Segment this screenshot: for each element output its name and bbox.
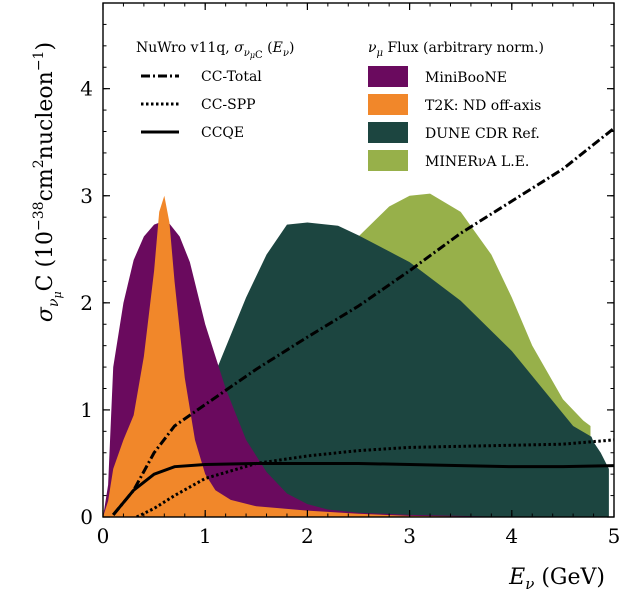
line-cc-spp [136, 438, 614, 517]
legend-label-cc-total: CC-Total [201, 69, 262, 85]
svg-text:Eν (GeV): Eν (GeV) [508, 565, 605, 590]
y-tick-label: 4 [80, 77, 93, 101]
flux-areas [103, 193, 609, 517]
legend-cross-section-title: NuWro v11q, σνμC (Eν) [136, 40, 294, 61]
x-tick-label: 4 [505, 524, 518, 548]
legend-label-t2k-nd-off-axis: T2K: ND off-axis [425, 98, 541, 114]
y-tick-label: 3 [80, 184, 93, 208]
x-tick-label: 1 [199, 524, 212, 548]
legend-swatch-t2k-nd-off-axis [368, 94, 408, 115]
y-tick-label: 1 [80, 398, 93, 422]
cross-section-lines [112, 127, 614, 517]
axis-ticks: 0 1 2 3 4 5 0 1 2 3 4 [80, 2, 620, 548]
legend-swatch-minernua-l-e [368, 150, 408, 171]
line-cc-total [112, 127, 614, 516]
flux-area-t2k-nd-off-axis [103, 195, 512, 517]
legend-flux-title: νμ Flux (arbitrary norm.) [368, 40, 544, 59]
x-tick-label: 2 [301, 524, 314, 548]
legend-swatch-dune-cdr-ref [368, 122, 408, 143]
legend-cross-sections: CC-Total CC-SPP CCQE [141, 69, 262, 141]
svg-text:σνμC (10−38cm2nucleon−1): σνμC (10−38cm2nucleon−1) [31, 42, 64, 322]
legend-label-dune-cdr-ref: DUNE CDR Ref. [425, 126, 540, 142]
legend-fluxes: MiniBooNE T2K: ND off-axis DUNE CDR Ref. MI… [368, 66, 541, 171]
flux-area-miniboone [103, 221, 512, 517]
legend-label-ccqe: CCQE [201, 125, 244, 141]
legend-label-cc-spp: CC-SPP [201, 97, 256, 113]
x-tick-label: 0 [97, 524, 110, 548]
legend-label-miniboone: MiniBooNE [425, 70, 507, 86]
y-tick-label: 2 [80, 291, 93, 315]
legend-label-minernua-l-e: MINERνA L.E. [425, 154, 529, 170]
x-tick-label: 3 [403, 524, 416, 548]
line-ccqe [112, 461, 614, 516]
legend: NuWro v11q, σνμC (Eν) νμ Flux (arbitrary… [136, 40, 544, 171]
y-axis-title: σνμC (10−38cm2nucleon−1) [31, 42, 64, 322]
x-axis-title: Eν (GeV) [508, 565, 605, 590]
legend-swatch-miniboone [368, 66, 408, 87]
x-tick-label: 5 [608, 524, 620, 548]
y-tick-label: 0 [80, 505, 93, 529]
